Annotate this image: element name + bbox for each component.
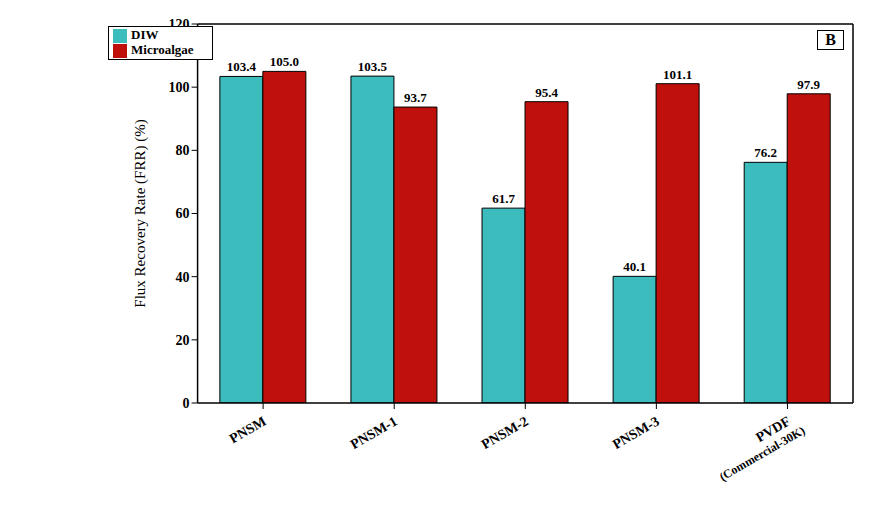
svg-text:40: 40 — [176, 270, 190, 285]
svg-text:(Commercial-30K): (Commercial-30K) — [717, 423, 808, 483]
svg-text:80: 80 — [176, 143, 190, 158]
svg-text:61.7: 61.7 — [492, 191, 515, 206]
svg-text:PNSM-3: PNSM-3 — [610, 414, 662, 453]
svg-text:20: 20 — [176, 333, 190, 348]
svg-text:Flux Recovery Rate (FRR) (%): Flux Recovery Rate (FRR) (%) — [132, 119, 149, 307]
svg-text:0: 0 — [183, 396, 190, 411]
svg-text:PVDF: PVDF — [753, 413, 793, 446]
svg-text:101.1: 101.1 — [663, 67, 692, 82]
svg-text:97.9: 97.9 — [797, 77, 820, 92]
svg-text:120: 120 — [169, 17, 190, 32]
svg-text:40.1: 40.1 — [623, 259, 646, 274]
svg-text:PNSM: PNSM — [227, 414, 269, 447]
html-text:B: B — [825, 31, 836, 48]
svg-text:PNSM-2: PNSM-2 — [479, 414, 531, 453]
svg-text:103.4: 103.4 — [227, 59, 257, 74]
html-text:DIW: DIW — [131, 27, 159, 42]
svg-text:105.0: 105.0 — [270, 54, 299, 69]
svg-text:95.4: 95.4 — [535, 85, 558, 100]
svg-text:76.2: 76.2 — [754, 145, 777, 160]
svg-text:60: 60 — [176, 206, 190, 221]
html-text:Microalgae: Microalgae — [131, 42, 194, 57]
svg-text:103.5: 103.5 — [358, 59, 388, 74]
svg-text:PNSM-1: PNSM-1 — [348, 414, 400, 453]
svg-text:93.7: 93.7 — [404, 90, 427, 105]
svg-text:100: 100 — [169, 80, 190, 95]
